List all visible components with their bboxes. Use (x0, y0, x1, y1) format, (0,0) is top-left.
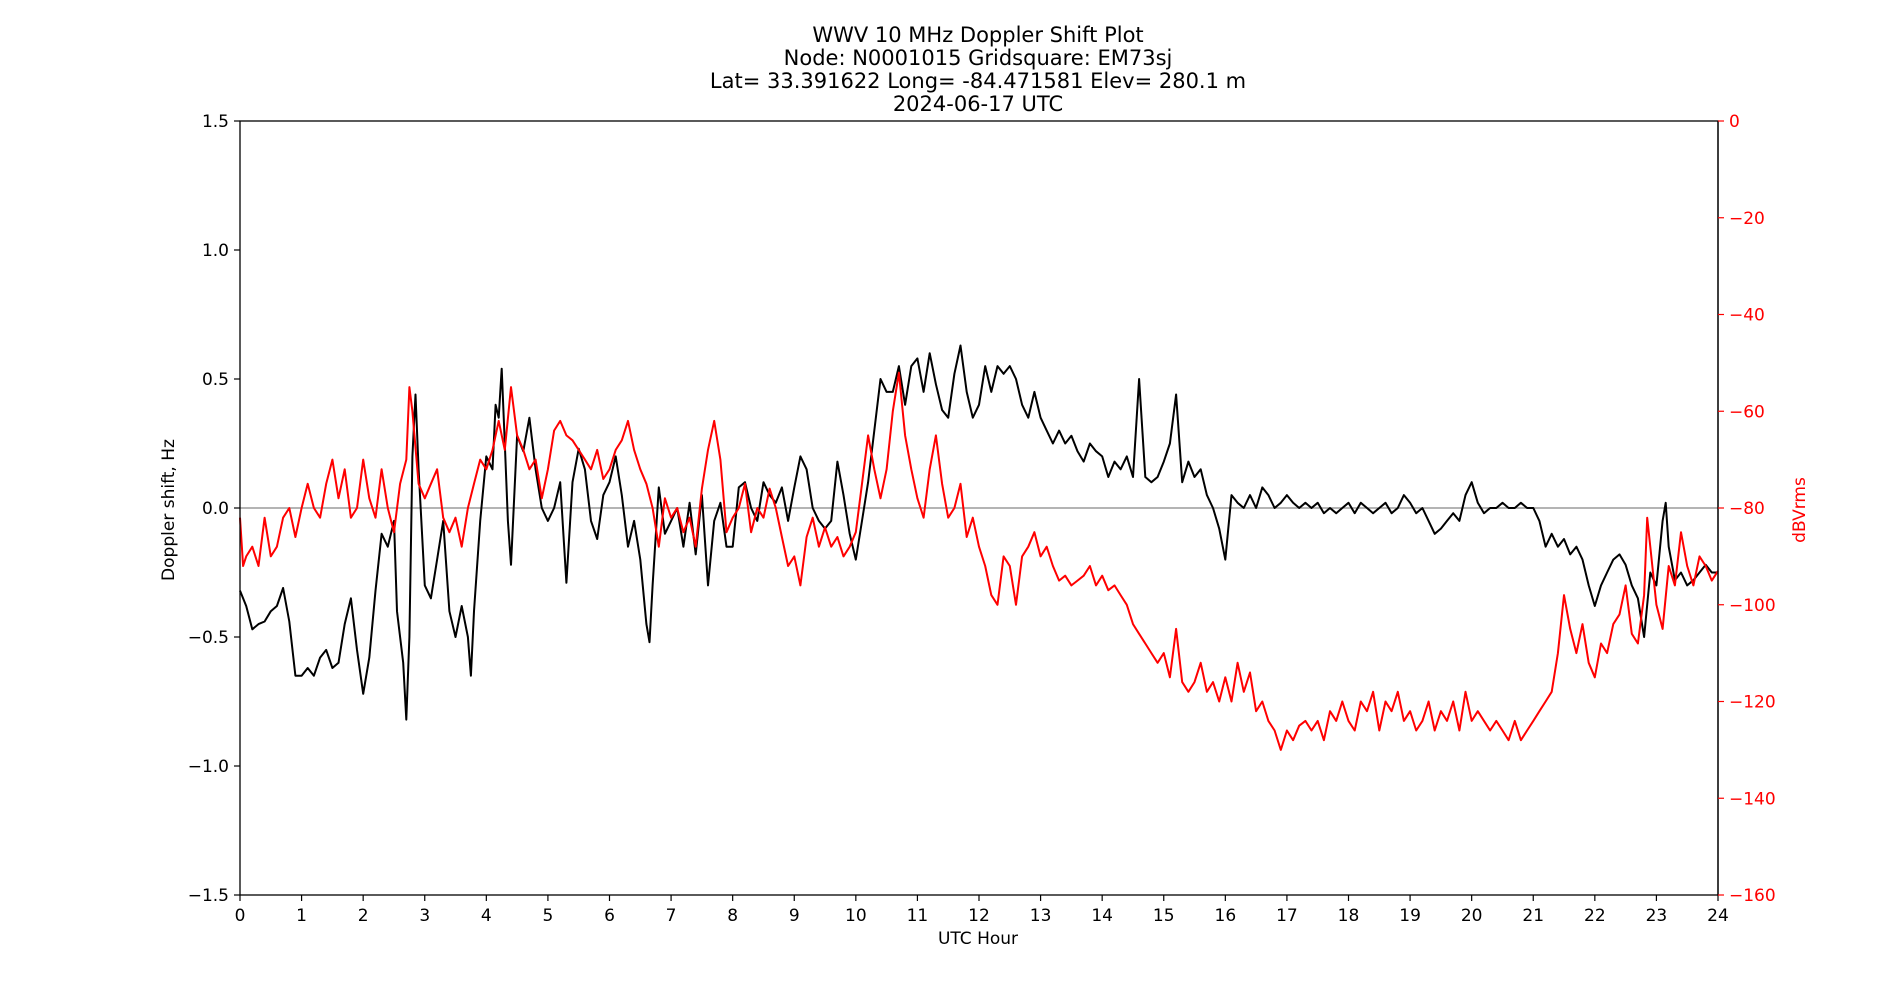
x-tick-label: 1 (296, 906, 307, 926)
x-axis-label: UTC Hour (938, 929, 1018, 949)
left-y-tick-label: −1.5 (188, 886, 229, 906)
right-y-tick-label: −160 (1729, 886, 1776, 906)
x-tick-label: 18 (1338, 906, 1360, 926)
x-tick-label: 15 (1153, 906, 1175, 926)
x-tick-label: 6 (604, 906, 615, 926)
left-y-axis: 1.5 1.0 0.5 0.0 −0.5 −1.0 −1.5 (188, 112, 240, 906)
x-tick-label: 17 (1276, 906, 1298, 926)
x-tick-label: 19 (1399, 906, 1421, 926)
title-line-1: WWV 10 MHz Doppler Shift Plot (812, 23, 1143, 47)
x-tick-label: 9 (789, 906, 800, 926)
x-tick-label: 22 (1584, 906, 1606, 926)
x-tick-label: 21 (1522, 906, 1544, 926)
title-line-3: Lat= 33.391622 Long= -84.471581 Elev= 28… (710, 69, 1246, 93)
x-tick-label: 24 (1707, 906, 1729, 926)
right-y-tick-label: −20 (1729, 209, 1765, 229)
right-y-tick-label: 0 (1729, 112, 1740, 132)
title-line-2: Node: N0001015 Gridsquare: EM73sj (784, 46, 1173, 70)
x-axis: 0 1 2 3 4 5 6 7 8 9 10 11 12 13 14 15 16 17 18 19 20 21 22 23 24 (235, 895, 1729, 926)
x-tick-label: 20 (1461, 906, 1483, 926)
power-series-line (239, 371, 1719, 751)
right-y-axis: 0 −20 −40 −60 −80 −100 −120 −140 −160 (1718, 112, 1776, 906)
title-line-4: 2024-06-17 UTC (893, 92, 1063, 116)
x-tick-label: 14 (1091, 906, 1113, 926)
doppler-series-line (239, 344, 1718, 721)
x-tick-label: 11 (907, 906, 929, 926)
right-y-tick-label: −80 (1729, 499, 1765, 519)
left-y-tick-label: 1.0 (202, 241, 229, 261)
right-y-tick-label: −140 (1729, 789, 1776, 809)
x-tick-label: 16 (1215, 906, 1237, 926)
x-tick-label: 4 (481, 906, 492, 926)
right-y-tick-label: −60 (1729, 402, 1765, 422)
x-tick-label: 8 (727, 906, 738, 926)
right-y-tick-label: −100 (1729, 596, 1776, 616)
right-y-axis-label: dBVrms (1790, 477, 1810, 543)
x-tick-label: 23 (1646, 906, 1668, 926)
left-y-tick-label: 1.5 (202, 112, 229, 132)
left-y-tick-label: 0.0 (202, 499, 229, 519)
x-tick-label: 13 (1030, 906, 1052, 926)
x-tick-label: 3 (419, 906, 430, 926)
left-y-tick-label: −1.0 (188, 757, 229, 777)
x-tick-label: 7 (666, 906, 677, 926)
x-tick-label: 10 (845, 906, 867, 926)
chart-title: WWV 10 MHz Doppler Shift Plot Node: N000… (710, 23, 1246, 116)
left-y-axis-label: Doppler shift, Hz (159, 439, 179, 581)
right-y-tick-label: −120 (1729, 693, 1776, 713)
left-y-tick-label: −0.5 (188, 628, 229, 648)
x-tick-label: 5 (543, 906, 554, 926)
x-tick-label: 2 (358, 906, 369, 926)
right-y-tick-label: −40 (1729, 306, 1765, 326)
x-tick-label: 0 (235, 906, 246, 926)
x-tick-label: 12 (968, 906, 990, 926)
left-y-tick-label: 0.5 (202, 370, 229, 390)
